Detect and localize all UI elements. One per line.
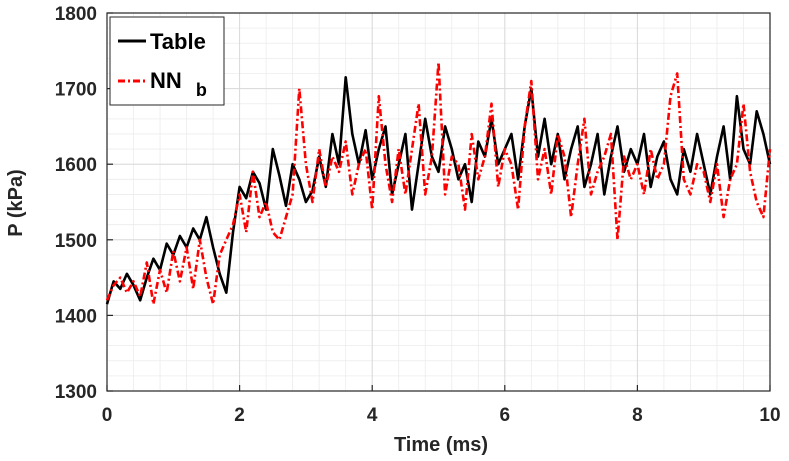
x-tick-label: 10 <box>759 405 780 426</box>
series-line-nn-b <box>105 60 772 306</box>
y-tick-label: 1800 <box>55 4 97 25</box>
axes-box <box>106 12 771 392</box>
x-tick-label: 8 <box>632 405 643 426</box>
series-group <box>105 60 772 306</box>
y-tick-label: 1500 <box>55 231 97 252</box>
y-axis-label: P (kPa) <box>5 169 27 236</box>
x-axis-label: Time (ms) <box>394 434 488 456</box>
y-tick-label: 1700 <box>55 80 97 101</box>
x-tick-label: 0 <box>102 405 113 426</box>
grid <box>106 12 771 392</box>
y-tick-labels: 1300 1400 1500 1600 1700 1800 <box>55 4 97 403</box>
x-tick-label: 4 <box>367 405 378 426</box>
legend: Table NN b <box>109 16 225 106</box>
legend-box <box>109 16 225 106</box>
x-tick-labels: 0 2 4 6 8 10 <box>102 405 781 426</box>
axis-ticks <box>106 12 771 392</box>
legend-label-table: Table <box>150 29 206 54</box>
legend-label-nn-subscript: b <box>196 80 207 100</box>
x-tick-label: 2 <box>234 405 245 426</box>
legend-label-nn-main: NN <box>150 68 182 93</box>
y-tick-label: 1300 <box>55 382 97 403</box>
legend-label-nn: NN b <box>150 68 207 100</box>
x-tick-label: 6 <box>500 405 511 426</box>
y-tick-label: 1400 <box>55 306 97 327</box>
y-tick-label: 1600 <box>55 155 97 176</box>
